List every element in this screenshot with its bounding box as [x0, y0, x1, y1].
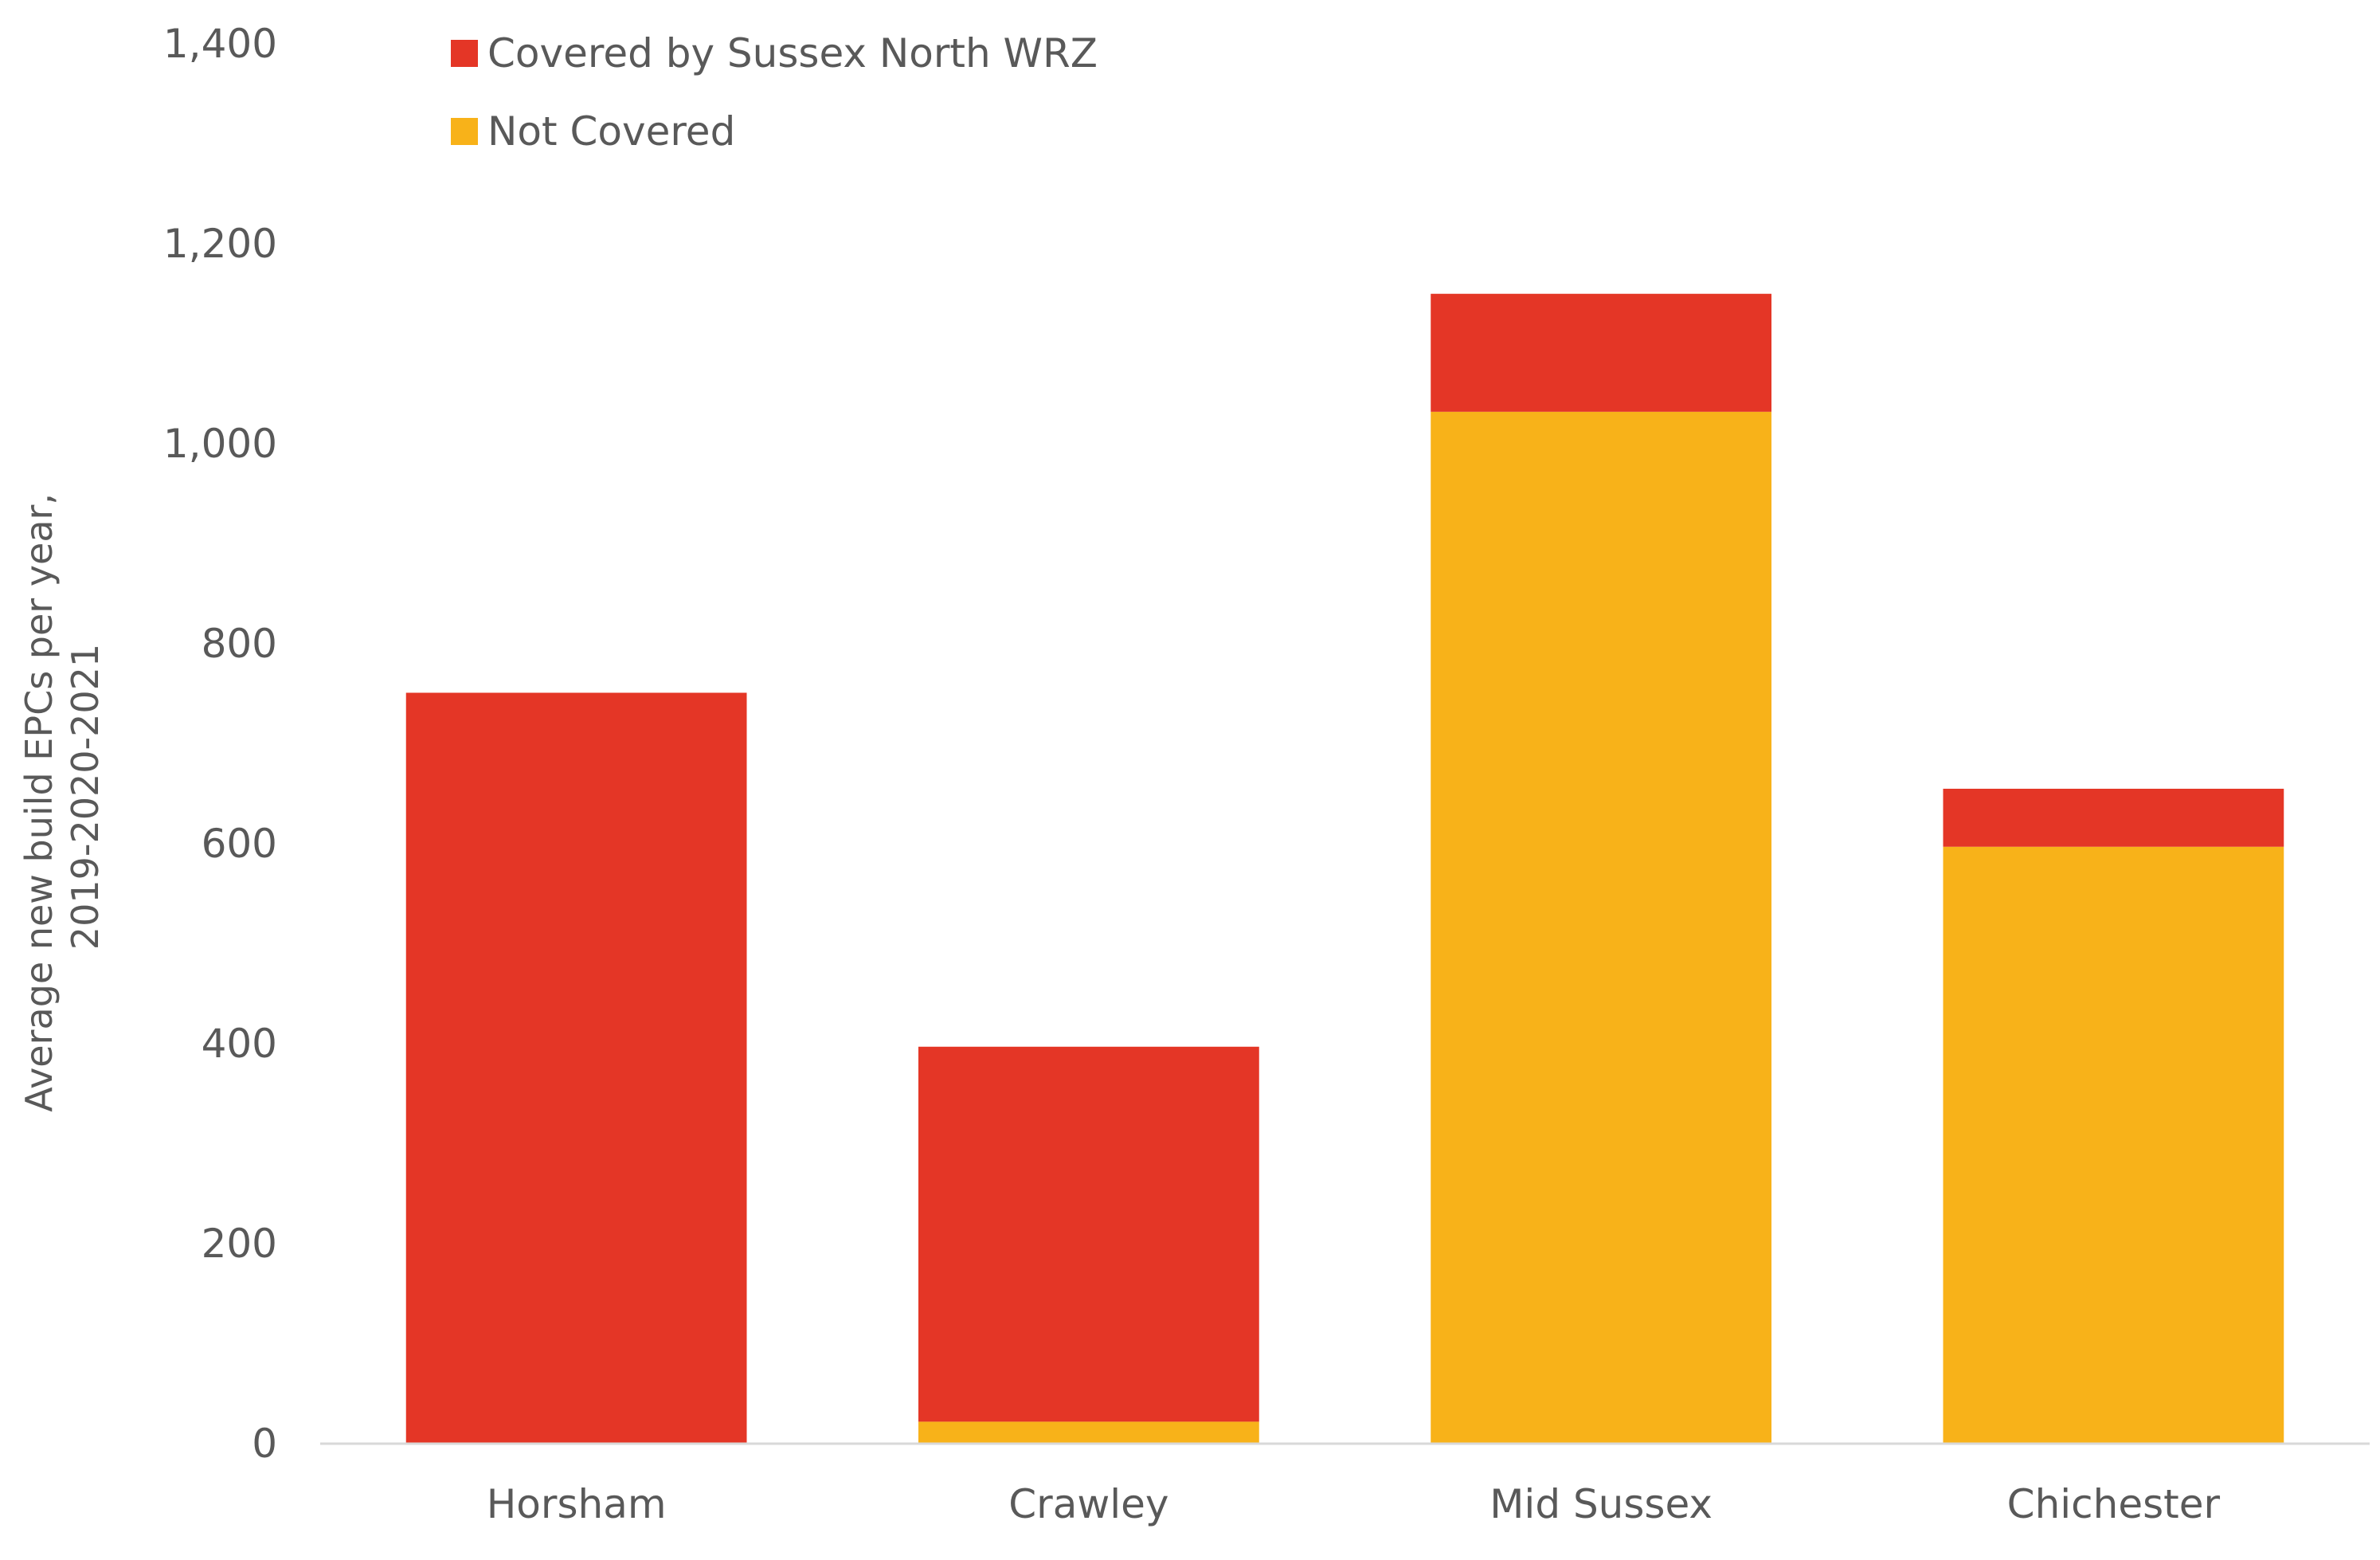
- bars-group: [405, 293, 2284, 1444]
- bar-segment: [405, 692, 747, 1444]
- y-tick-label: 0: [252, 1421, 277, 1467]
- y-tick-label: 200: [202, 1221, 277, 1267]
- y-axis-title-line-2: 2019-2020-2021: [64, 644, 107, 950]
- bar-segment: [918, 1421, 1259, 1444]
- y-tick-label: 800: [202, 621, 277, 667]
- x-category-label: Crawley: [1008, 1481, 1168, 1527]
- legend-label: Not Covered: [487, 108, 735, 155]
- y-tick-label: 600: [202, 821, 277, 867]
- legend-label: Covered by Sussex North WRZ: [487, 30, 1098, 76]
- y-tick-label: 1,400: [163, 21, 277, 67]
- x-category-label: Mid Sussex: [1489, 1481, 1713, 1527]
- bar-segment: [918, 1046, 1259, 1422]
- bar-segment: [1943, 788, 2284, 847]
- y-tick-label: 400: [202, 1021, 277, 1067]
- legend-swatch: [451, 118, 478, 145]
- y-tick-labels: 0 200 400 600 800 1,000 1,200 1,400: [163, 21, 277, 1467]
- y-tick-label: 1,000: [163, 421, 277, 467]
- y-axis-title-line-1: Average new build EPCs per year,: [18, 493, 61, 1112]
- bar-segment: [1431, 293, 1772, 412]
- bar-segment: [1431, 411, 1772, 1444]
- y-axis-title: Average new build EPCs per year, 2019-20…: [18, 481, 107, 1111]
- legend: Covered by Sussex North WRZ Not Covered: [451, 30, 1098, 155]
- x-category-label: Horsham: [487, 1481, 667, 1527]
- bar-segment: [1943, 846, 2284, 1444]
- x-category-labels: Horsham Crawley Mid Sussex Chichester: [487, 1481, 2221, 1527]
- legend-swatch: [451, 40, 478, 67]
- y-tick-label: 1,200: [163, 221, 277, 267]
- x-category-label: Chichester: [2007, 1481, 2221, 1527]
